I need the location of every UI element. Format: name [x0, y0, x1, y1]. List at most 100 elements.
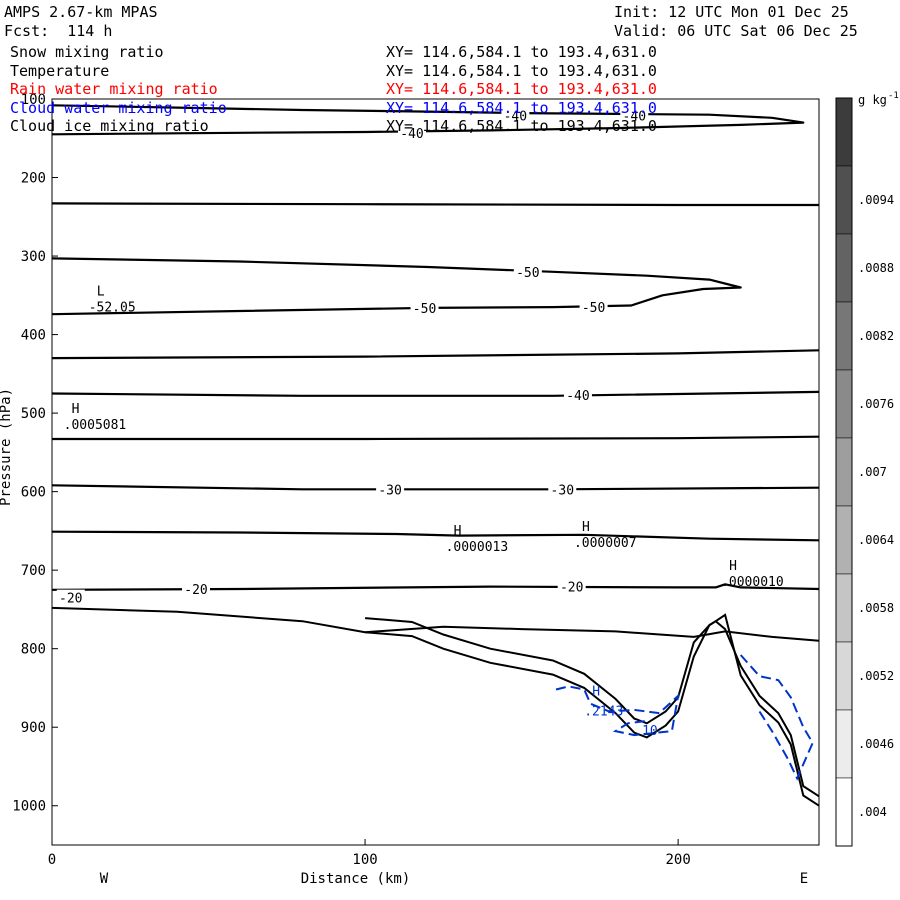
contour-label: -40	[623, 109, 646, 124]
contour-label-bg	[620, 107, 649, 123]
contour-label: -30	[551, 483, 574, 498]
temperature-contour	[51, 349, 820, 360]
extremum-marker: H	[582, 520, 590, 535]
contour-label-bg	[563, 387, 592, 403]
colorbar-label: .0052	[858, 669, 894, 683]
field-name: Rain water mixing ratio	[10, 80, 218, 98]
cloud-water-contour	[739, 654, 814, 781]
field-xy-range: XY= 114.6,584.1 to 193.4,631.0	[386, 61, 657, 80]
colorbar-swatch	[835, 777, 853, 847]
colorbar-swatch	[835, 505, 853, 575]
contour-label-bg	[579, 299, 608, 315]
y-tick-label: 600	[21, 485, 46, 501]
extremum-value: .0000010	[721, 575, 784, 590]
colorbar-label: .0082	[858, 329, 894, 343]
colorbar-swatch	[835, 641, 853, 711]
contour-label-bg	[513, 263, 542, 279]
contour-label-bg	[557, 578, 586, 594]
colorbar-frame	[835, 97, 853, 847]
field-xy-range: XY= 114.6,584.1 to 193.4,631.0	[386, 98, 657, 117]
field-xy-range: XY= 114.6,584.1 to 193.4,631.0	[386, 43, 657, 61]
contour-label: -30	[378, 483, 401, 498]
field-xy-range: XY= 114.6,584.1 to 193.4,631.0	[386, 117, 657, 135]
contour-label-bg	[56, 589, 85, 605]
valid-time: Valid: 06 UTC Sat 06 Dec 25	[614, 22, 858, 40]
contour-label: -40	[504, 109, 527, 124]
y-tick-label: 900	[21, 720, 46, 736]
extremum-marker: H	[454, 524, 462, 539]
forecast-hour: Fcst: 114 h	[4, 22, 113, 40]
init-time: Init: 12 UTC Mon 01 Dec 25	[614, 3, 849, 21]
field-name: Cloud water mixing ratio	[10, 98, 227, 117]
temperature-contour	[51, 530, 820, 542]
contour-label-bg	[376, 481, 405, 497]
x-tick-label: 200	[665, 852, 690, 868]
field-name: Cloud ice mixing ratio	[10, 117, 209, 135]
colorbar-swatch	[835, 301, 853, 371]
contour-label: -50	[413, 302, 436, 317]
cloud-water-contour	[555, 685, 680, 737]
terrain-line	[51, 606, 820, 798]
y-tick-label: 400	[21, 328, 46, 344]
contour-label-bg	[398, 124, 427, 140]
y-tick-label: 300	[21, 249, 46, 265]
colorbar-label: .0094	[858, 193, 894, 207]
x-tick-label: 0	[48, 852, 56, 868]
field-name: Snow mixing ratio	[10, 43, 164, 61]
temperature-contour	[51, 583, 820, 591]
colorbar-swatch	[835, 573, 853, 643]
y-tick-label: 500	[21, 406, 46, 422]
contour-label: -40	[400, 127, 423, 142]
contour-label-bg	[501, 107, 530, 123]
extremum-marker: H	[729, 559, 737, 574]
colorbar-label: .0046	[858, 737, 894, 751]
y-axis-title: Pressure (hPa)	[0, 388, 14, 506]
extremum-marker: H	[72, 402, 80, 417]
colorbar-swatch	[835, 369, 853, 439]
extremum-value: .0000007	[574, 536, 637, 551]
y-tick-label: 800	[21, 642, 46, 658]
y-tick-label: 100	[21, 92, 46, 108]
contour-label: -50	[582, 301, 605, 316]
field-name: Temperature	[10, 61, 110, 80]
contour-label: -50	[516, 266, 539, 281]
colorbar-label: .0058	[858, 601, 894, 615]
cloud-water-max-marker: H	[592, 685, 600, 700]
y-tick-label: 200	[21, 171, 46, 187]
west-label: W	[100, 871, 109, 887]
cloud-water-contour-label: .10	[634, 724, 657, 739]
colorbar-label: .007	[858, 465, 887, 479]
temperature-contour	[51, 257, 742, 316]
extremum-marker: L	[97, 284, 105, 299]
x-tick-label: 100	[352, 852, 377, 868]
contour-label-bg	[182, 581, 211, 597]
contour-label: -20	[184, 583, 207, 598]
field-xy-range: XY= 114.6,584.1 to 193.4,631.0	[386, 80, 657, 98]
temperature-contour	[51, 390, 820, 397]
colorbar-swatch	[835, 437, 853, 507]
model-title: AMPS 2.67-km MPAS	[4, 3, 158, 21]
colorbar-label: .0064	[858, 533, 894, 547]
extremum-value: .0000013	[446, 540, 509, 555]
plot-frame	[51, 98, 820, 846]
temperature-contour	[52, 435, 820, 441]
colorbar-label: .0076	[858, 397, 894, 411]
contour-label-bg	[410, 299, 439, 315]
upper-surface-line	[365, 625, 820, 642]
colorbar-unit: g kg	[858, 93, 887, 107]
x-axis-title: Distance (km)	[301, 871, 411, 887]
y-tick-label: 1000	[12, 799, 46, 815]
east-label: E	[800, 871, 808, 887]
extremum-value: .0005081	[64, 418, 127, 433]
colorbar-unit-exponent: -1	[888, 91, 899, 101]
colorbar-swatch	[835, 233, 853, 303]
colorbar-swatch	[835, 97, 853, 167]
contour-label-bg	[548, 481, 577, 497]
colorbar-swatch	[835, 709, 853, 779]
temperature-contour	[51, 202, 819, 207]
colorbar-swatch	[835, 165, 853, 235]
temperature-contour	[51, 484, 820, 491]
colorbar-label: .004	[858, 805, 887, 819]
colorbar-label: .0088	[858, 261, 894, 275]
